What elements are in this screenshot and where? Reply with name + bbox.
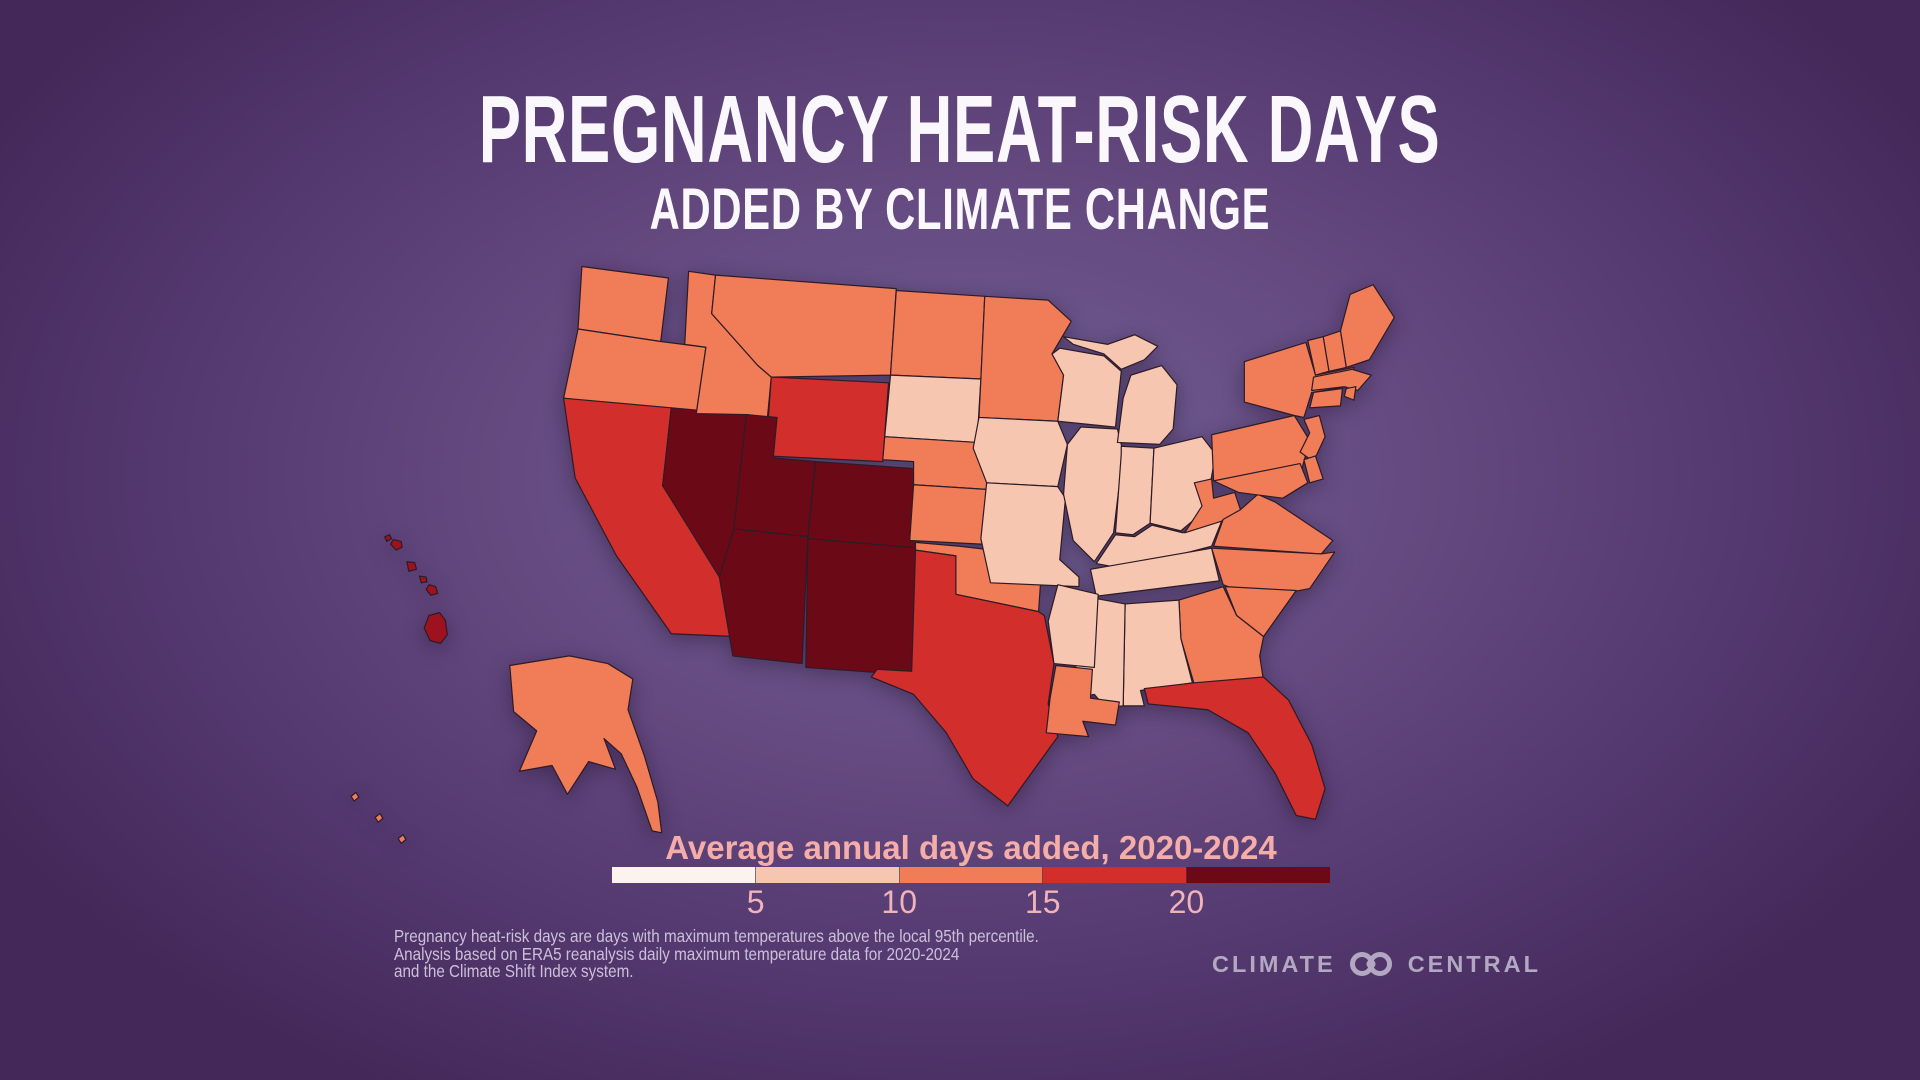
- state-mo: [980, 482, 1080, 588]
- state-az: [718, 528, 809, 665]
- state-md: [1212, 462, 1309, 499]
- footnote-line-3: and the Climate Shift Index system.: [394, 961, 634, 981]
- state-ak: [350, 791, 360, 802]
- state-hi: [389, 538, 403, 551]
- footnote-line-1: Pregnancy heat-risk days are days with m…: [394, 926, 1039, 946]
- state-va: [1212, 493, 1334, 555]
- legend-bin-20plus: [1187, 867, 1330, 883]
- title-line-1: PREGNANCY HEAT-RISK DAYS: [479, 76, 1441, 183]
- state-ma: [1311, 368, 1372, 392]
- legend-bin-10-15: [899, 867, 1044, 883]
- state-la: [1045, 664, 1120, 738]
- state-ak: [374, 812, 384, 823]
- state-hi: [425, 584, 439, 596]
- state-fl: [1143, 676, 1326, 820]
- us-choropleth-map: [350, 265, 1395, 844]
- legend-tick-10: 10: [881, 884, 917, 920]
- state-co: [807, 461, 926, 549]
- state-me: [1339, 284, 1395, 369]
- state-hi: [423, 612, 448, 644]
- state-ny: [1243, 341, 1355, 419]
- legend-title: Average annual days added, 2020-2024: [665, 829, 1277, 866]
- state-mi: [1116, 364, 1178, 445]
- interlocking-rings-icon: [1349, 952, 1392, 976]
- logo-word-central: CENTRAL: [1407, 950, 1541, 977]
- state-de: [1303, 455, 1324, 484]
- state-nm: [805, 537, 920, 676]
- logo-word-climate: CLIMATE: [1212, 950, 1336, 977]
- state-mi: [1062, 334, 1159, 370]
- state-nc: [1211, 547, 1336, 599]
- footnote-line-2: Analysis based on ERA5 reanalysis daily …: [394, 943, 960, 964]
- footnote: Pregnancy heat-risk days are days with m…: [394, 926, 1039, 981]
- state-ct: [1309, 387, 1343, 409]
- state-ak: [397, 834, 407, 844]
- legend-tick-labels: 5 10 15 20: [612, 884, 1330, 924]
- state-tn: [1089, 547, 1220, 597]
- legend-bin-5-10: [755, 867, 900, 883]
- state-hi: [418, 575, 428, 584]
- state-ia: [972, 416, 1069, 488]
- state-hi: [406, 561, 418, 572]
- state-wy: [764, 376, 890, 463]
- state-pa: [1211, 414, 1311, 482]
- state-wi: [1051, 347, 1122, 428]
- state-ri: [1343, 386, 1357, 401]
- state-vt: [1307, 336, 1330, 376]
- title-line-2: ADDED BY CLIMATE CHANGE: [649, 177, 1271, 242]
- legend-bin-15-20: [1043, 867, 1188, 883]
- climate-central-logo: CLIMATE CENTRAL: [1212, 944, 1541, 984]
- page-subtitle: ADDED BY CLIMATE CHANGE: [0, 181, 1920, 239]
- legend-bin-lt5: [612, 867, 756, 883]
- state-hi: [384, 534, 393, 543]
- state-tx: [870, 549, 1059, 807]
- page-title: PREGNANCY HEAT-RISK DAYS: [0, 82, 1920, 178]
- state-ak: [509, 655, 663, 834]
- state-nd: [889, 289, 986, 380]
- state-sd: [884, 374, 982, 444]
- legend-tick-20: 20: [1168, 884, 1205, 920]
- state-ar: [1047, 584, 1099, 669]
- legend-tick-5: 5: [746, 884, 765, 920]
- legend-tick-15: 15: [1025, 884, 1061, 920]
- legend-color-bar: [612, 867, 1330, 883]
- state-in: [1114, 445, 1155, 536]
- state-wa: [577, 265, 670, 343]
